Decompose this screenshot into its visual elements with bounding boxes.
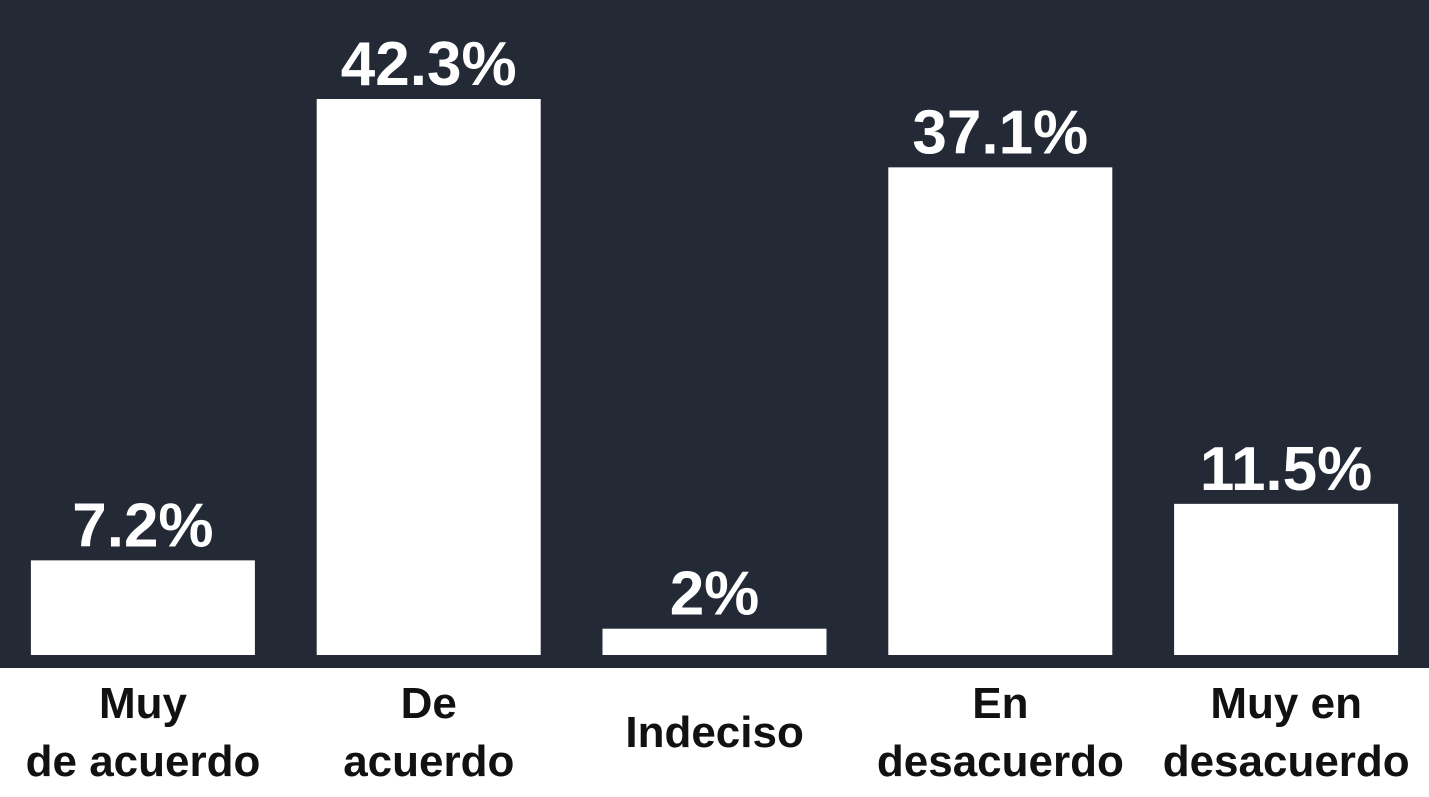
- x-tick-label: En desacuerdo: [876, 678, 1124, 786]
- bar: [30, 560, 255, 655]
- value-label: 7.2%: [72, 491, 213, 560]
- x-tick-label: Muy de acuerdo: [25, 678, 261, 786]
- x-tick-label: Indeciso: [625, 707, 804, 757]
- value-label: 37.1%: [912, 98, 1088, 167]
- bar: [1174, 503, 1399, 655]
- x-tick-label: De acuerdo: [343, 678, 515, 786]
- value-label: 11.5%: [1200, 435, 1372, 504]
- bar: [316, 99, 541, 655]
- bar: [888, 167, 1113, 655]
- value-label: 2%: [670, 560, 760, 629]
- plot-area: 7.2% 42.3% 2% 37.1% 11.5%: [0, 0, 1429, 668]
- value-label: 42.3%: [341, 30, 517, 99]
- bar: [602, 628, 827, 655]
- x-tick-label: Muy en desacuerdo: [1162, 678, 1410, 786]
